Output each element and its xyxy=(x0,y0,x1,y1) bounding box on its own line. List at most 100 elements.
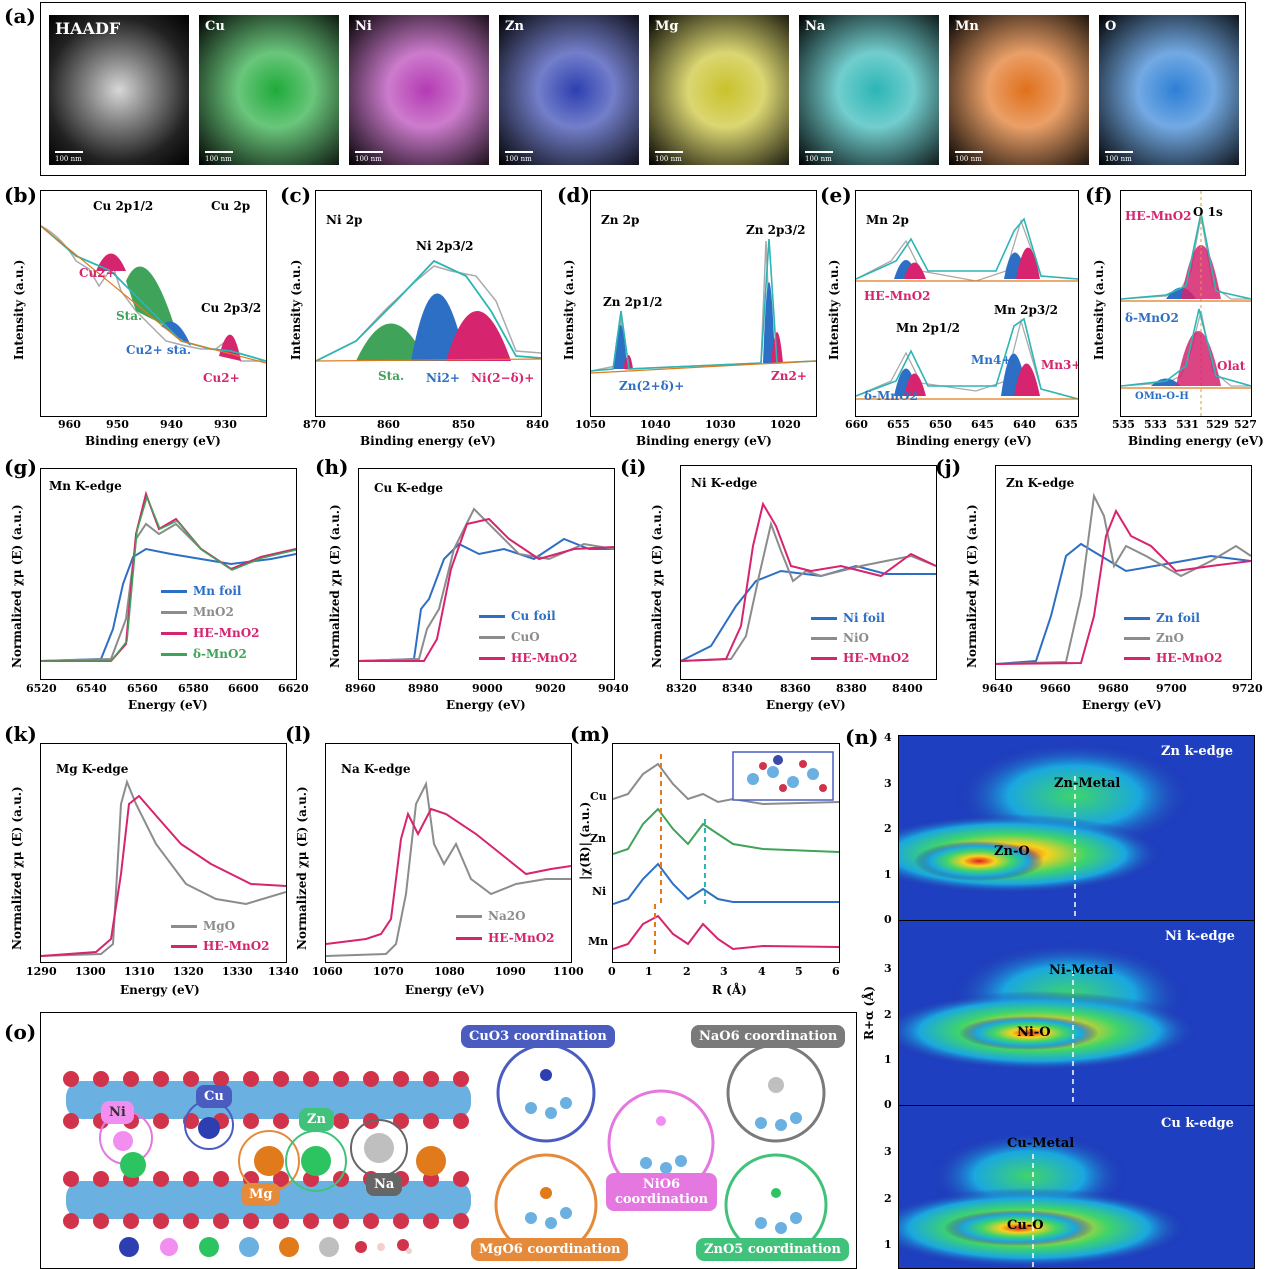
xanes-na-ylabel: Normalized χμ (E) (a.u.) xyxy=(295,786,309,950)
xanes-ni-tick: 8380 xyxy=(836,682,867,695)
xps-cu2p-label-cu2sta: Cu2+ sta. xyxy=(126,343,192,357)
scale-bar xyxy=(505,151,533,153)
exafs-tick: 5 xyxy=(795,965,803,978)
exafs-plot xyxy=(612,743,840,963)
xps-mn2p-peak1: Mn 2p1/2 xyxy=(896,321,961,335)
wavelet-zn-title: Zn k-edge xyxy=(1161,744,1234,759)
eds-tile: Cu 100 nm xyxy=(199,15,339,165)
eds-tile-label: Zn xyxy=(505,19,524,34)
scale-bar xyxy=(205,151,233,153)
exafs-tick: 2 xyxy=(683,965,691,978)
scale-bar xyxy=(955,151,983,153)
scale-bar xyxy=(1105,151,1133,153)
wavelet-cu-tick: 2 xyxy=(884,1192,892,1205)
exafs-ylabel: |χ(R)| (a.u.) xyxy=(578,801,592,880)
xanes-cu-tick: 8980 xyxy=(408,682,439,695)
eds-tile-label: Ni xyxy=(355,19,372,34)
xanes-ni-plot: Ni K-edge Ni foil NiO HE-MnO2 xyxy=(680,465,937,680)
xanes-mg-tick: 1330 xyxy=(222,965,253,978)
exafs-tick: 3 xyxy=(720,965,728,978)
xps-cu2p-plot: Cu 2p Cu 2p1/2 Cu 2p3/2 Cu2+ Sta. Cu2+ s… xyxy=(40,190,267,417)
xanes-mg-svg xyxy=(41,778,286,957)
xps-ni2p-peak: Ni 2p3/2 xyxy=(416,239,474,253)
xanes-mn-tick: 6580 xyxy=(178,682,209,695)
wavelet-ylabel: R+α (Å) xyxy=(862,985,876,1040)
xps-ni2p-label-ni2: Ni2+ xyxy=(426,371,460,385)
xanes-zn-title: Zn K-edge xyxy=(1006,476,1075,490)
wavelet-ni-tick: 3 xyxy=(884,962,892,975)
wavelet-zn-tick: 0 xyxy=(884,913,892,926)
wavelet-ni-bond: Ni-O xyxy=(1017,1025,1051,1040)
exafs-row-label: Ni xyxy=(592,885,607,898)
panel-label-l: (l) xyxy=(285,722,312,746)
eds-mapping-panel: HAADF 100 nm Cu 100 nm Ni 100 nm Zn 100 nm Mg 100… xyxy=(40,2,1246,176)
wavelet-cu-bond: Cu-O xyxy=(1007,1218,1044,1233)
eds-tile-label: O xyxy=(1105,19,1117,34)
xps-mn2p-tick: 650 xyxy=(929,418,952,431)
scale-bar xyxy=(655,151,683,153)
xps-o1s-title: O 1s xyxy=(1193,205,1223,219)
xanes-cu-legend-item: HE-MnO2 xyxy=(479,651,578,665)
xanes-zn-ylabel: Normalized χμ (E) (a.u.) xyxy=(965,504,979,668)
xps-cu2p-tick: 950 xyxy=(106,418,129,431)
xanes-ni-title: Ni K-edge xyxy=(691,476,758,490)
xps-o1s-tick: 535 xyxy=(1112,418,1135,431)
wavelet-zn-tick: 3 xyxy=(884,777,892,790)
xps-mn2p-label-mn4: Mn4+ xyxy=(971,353,1012,367)
scale-bar-label: 100 nm xyxy=(205,155,232,163)
panel-label-h: (h) xyxy=(315,455,349,479)
xanes-zn-tick: 9640 xyxy=(982,682,1013,695)
wavelet-zn-tick: 4 xyxy=(884,731,892,744)
eds-tile-label: HAADF xyxy=(55,19,121,38)
xanes-mn-xlabel: Energy (eV) xyxy=(128,698,208,712)
xanes-mn-ylabel: Normalized χμ (E) (a.u.) xyxy=(10,504,24,668)
xanes-na-tick: 1100 xyxy=(553,965,584,978)
xanes-cu-xlabel: Energy (eV) xyxy=(446,698,526,712)
panel-label-k: (k) xyxy=(4,722,37,746)
eds-tile: Na 100 nm xyxy=(799,15,939,165)
xps-zn2p-plot: Zn 2p Zn 2p1/2 Zn 2p3/2 Zn(2+δ)+ Zn2+ xyxy=(590,190,817,417)
xanes-mg-xlabel: Energy (eV) xyxy=(120,983,200,997)
xanes-na-title: Na K-edge xyxy=(341,762,411,776)
xps-ni2p-ylabel: Intensity (a.u.) xyxy=(289,259,303,360)
xps-mn2p-series2: δ-MnO2 xyxy=(864,389,918,403)
panel-label-b: (b) xyxy=(4,183,37,207)
xps-o1s-ylabel: Intensity (a.u.) xyxy=(1092,259,1106,360)
scale-bar-label: 100 nm xyxy=(1105,155,1132,163)
xps-zn2p-peak1: Zn 2p1/2 xyxy=(603,295,663,309)
xanes-na-xlabel: Energy (eV) xyxy=(405,983,485,997)
eds-tile: Ni 100 nm xyxy=(349,15,489,165)
atom-label-ni: Ni xyxy=(101,1101,134,1124)
wavelet-ni-title: Ni k-edge xyxy=(1165,929,1235,944)
xanes-mg-tick: 1300 xyxy=(75,965,106,978)
wavelet-zn-svg xyxy=(899,736,1254,921)
xanes-mn-tick: 6600 xyxy=(228,682,259,695)
xanes-zn-legend-item: HE-MnO2 xyxy=(1124,651,1223,665)
xanes-mg-title: Mg K-edge xyxy=(56,762,129,776)
coord-label-nao6: NaO6 coordination xyxy=(691,1025,846,1048)
xanes-ni-tick: 8320 xyxy=(666,682,697,695)
xanes-ni-legend-item: Ni foil xyxy=(811,611,885,625)
eds-tile-label: Na xyxy=(805,19,826,34)
scale-bar xyxy=(55,151,83,153)
scale-bar-label: 100 nm xyxy=(355,155,382,163)
xanes-zn-svg xyxy=(996,492,1251,665)
xps-mn2p-ylabel: Intensity (a.u.) xyxy=(827,259,841,360)
xps-cu2p-label-sta: Sta. xyxy=(116,309,143,323)
scale-bar-label: 100 nm xyxy=(805,155,832,163)
xanes-mn-legend-item: HE-MnO2 xyxy=(161,626,260,640)
coord-label-zno5: ZnO5 coordination xyxy=(696,1238,849,1261)
xanes-mg-legend-item: HE-MnO2 xyxy=(171,939,270,953)
xanes-zn-legend-item: Zn foil xyxy=(1124,611,1200,625)
exafs-xlabel: R (Å) xyxy=(712,983,747,997)
xps-cu2p-xlabel: Binding energy (eV) xyxy=(85,434,221,448)
xanes-cu-title: Cu K-edge xyxy=(374,481,444,495)
xps-ni2p-tick: 860 xyxy=(377,418,400,431)
xanes-mn-legend-item: δ-MnO2 xyxy=(161,647,247,661)
exafs-tick: 6 xyxy=(832,965,840,978)
xps-cu2p-label-cu2b: Cu2+ xyxy=(203,371,240,385)
xanes-ni-tick: 8400 xyxy=(892,682,923,695)
wavelet-cu-tick: 1 xyxy=(884,1238,892,1251)
wavelet-zn-tick: 1 xyxy=(884,868,892,881)
eds-tile: HAADF 100 nm xyxy=(49,15,189,165)
